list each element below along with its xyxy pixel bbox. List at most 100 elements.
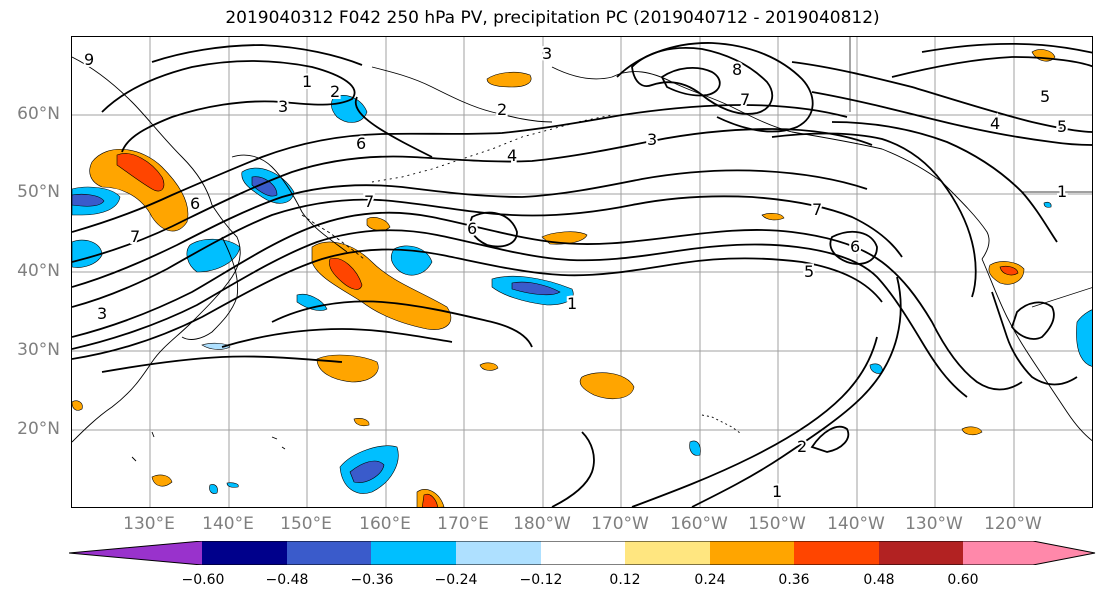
pv-contour-16 bbox=[831, 121, 1058, 243]
contour-label-8a: 8 bbox=[732, 60, 742, 79]
contour-label-5a: 5 bbox=[1057, 117, 1067, 136]
pv-contour-28 bbox=[101, 355, 343, 373]
lat-label-30n: 30°N bbox=[17, 340, 60, 360]
contour-label-7a: 7 bbox=[364, 192, 374, 211]
lon-label-170e: 170°E bbox=[437, 514, 489, 534]
precip-blob-north bbox=[486, 71, 532, 88]
colorbar-extend-high bbox=[1033, 541, 1095, 565]
contour-label-6c: 6 bbox=[467, 219, 477, 238]
map-title: 2019040312 F042 250 hPa PV, precipitatio… bbox=[225, 8, 880, 28]
pv-contour-14 bbox=[811, 91, 1092, 146]
map-canvas: 1 2 3 3 3 3 4 4 5 5 5 6 6 6 6 7 7 7 7 8 … bbox=[72, 37, 1092, 507]
contour-label-6d: 6 bbox=[850, 237, 860, 256]
pv-contour-13 bbox=[791, 61, 1092, 133]
precip-neg-small-4 bbox=[209, 484, 218, 494]
border-us-mexico bbox=[1031, 287, 1092, 308]
precip-core-east bbox=[999, 265, 1019, 276]
precip-core-jetcore bbox=[329, 258, 363, 290]
colorbar-bin-4 bbox=[456, 541, 541, 565]
contour-label-5b: 5 bbox=[1040, 87, 1050, 106]
contour-label-1c: 1 bbox=[772, 482, 782, 501]
colorbar-tick-label-4: −0.24 bbox=[434, 572, 478, 588]
precip-core-south-a bbox=[421, 494, 438, 507]
contour-label-4b: 4 bbox=[990, 114, 1000, 133]
lon-label-160e: 160°E bbox=[359, 514, 411, 534]
contour-label-1a: 1 bbox=[302, 72, 312, 91]
pv-contour-26 bbox=[271, 300, 533, 348]
contour-label-2c: 2 bbox=[797, 437, 807, 456]
lon-label-120w: 120°W bbox=[984, 514, 1042, 534]
lat-label-50n: 50°N bbox=[17, 182, 60, 202]
colorbar-extend-low bbox=[69, 541, 202, 565]
coast-japan bbox=[181, 236, 239, 340]
precip-neg-japan bbox=[186, 238, 241, 273]
coast-asia bbox=[72, 56, 241, 443]
contour-label-2b: 2 bbox=[497, 100, 507, 119]
colorbar-bin-2 bbox=[287, 541, 371, 565]
pv-contour-3 bbox=[72, 248, 883, 360]
pv-contour-9 bbox=[151, 44, 363, 66]
precip-blob-subtropic-a bbox=[316, 354, 379, 383]
pv-contour-11 bbox=[616, 42, 814, 133]
pv-contour-30 bbox=[354, 96, 433, 158]
coastlines bbox=[72, 37, 1092, 462]
colorbar-tick-label-7: 0.24 bbox=[694, 572, 726, 588]
precip-blob-small-2 bbox=[761, 213, 785, 221]
contour-label-7c: 7 bbox=[130, 227, 140, 246]
contour-label-2a: 2 bbox=[330, 82, 340, 101]
lat-label-60n: 60°N bbox=[17, 104, 60, 124]
precip-blob-subtropic-b bbox=[579, 372, 635, 400]
lon-label-150e: 150°E bbox=[280, 514, 332, 534]
precip-positive bbox=[72, 49, 1056, 507]
precip-blob-small-4 bbox=[353, 418, 370, 427]
precip-neg-small-5 bbox=[226, 482, 239, 488]
precip-blob-small-3 bbox=[151, 474, 173, 487]
colorbar-tick-label-8: 0.36 bbox=[778, 572, 810, 588]
colorbar-bin-8 bbox=[794, 541, 879, 565]
precip-core-kamchatka-west bbox=[116, 153, 165, 192]
colorbar-bin-5 bbox=[541, 541, 625, 565]
pv-contour-15 bbox=[771, 132, 977, 298]
lon-label-170w: 170°W bbox=[591, 514, 649, 534]
precip-blob-central bbox=[541, 231, 588, 245]
contour-label-9a: 9 bbox=[84, 50, 94, 69]
precip-neg-core-south-1 bbox=[349, 460, 385, 483]
precip-blob-small-6 bbox=[961, 426, 983, 436]
precip-negative bbox=[72, 95, 1092, 494]
coast-hawaii bbox=[701, 414, 741, 434]
precip-neg-mid-1 bbox=[391, 245, 433, 276]
precip-neg-east-coast bbox=[1076, 309, 1092, 367]
colorbar-tick-label-1: −0.60 bbox=[181, 572, 225, 588]
colorbar-bin-6 bbox=[625, 541, 710, 565]
pv-contour-10 bbox=[631, 47, 774, 115]
lon-label-140e: 140°E bbox=[202, 514, 254, 534]
coast-north-america-west bbox=[981, 258, 1092, 442]
pv-contour-29 bbox=[551, 431, 595, 507]
colorbar-tick-label-6: 0.12 bbox=[609, 572, 641, 588]
pv-contour-22 bbox=[631, 336, 878, 507]
pv-contour-5 bbox=[72, 169, 868, 288]
contour-label-1d: 1 bbox=[1057, 182, 1067, 201]
pv-contour-23 bbox=[810, 425, 850, 453]
coast-aleutians bbox=[371, 114, 613, 183]
lon-label-180w: 180°W bbox=[513, 514, 571, 534]
precip-blob-kamchatka-west bbox=[89, 149, 189, 232]
precip-neg-small-3 bbox=[869, 363, 883, 374]
pv-contour-8 bbox=[101, 60, 356, 153]
pv-contours bbox=[72, 42, 1092, 507]
contour-label-1b: 1 bbox=[567, 294, 577, 313]
precip-blob-small-1 bbox=[479, 362, 499, 371]
pv-contour-18 bbox=[921, 42, 1092, 54]
colorbar-bin-1 bbox=[202, 541, 287, 565]
lat-label-20n: 20°N bbox=[17, 419, 60, 439]
colorbar-bin-10 bbox=[963, 541, 1033, 565]
lat-label-40n: 40°N bbox=[17, 261, 60, 281]
coast-kamchatka bbox=[231, 154, 348, 253]
pv-contour-12 bbox=[660, 66, 721, 97]
colorbar-bin-7 bbox=[710, 541, 794, 565]
contour-labels: 1 2 3 3 3 3 4 4 5 5 5 6 6 6 6 7 7 7 7 8 … bbox=[82, 42, 1069, 503]
contour-label-6b: 6 bbox=[190, 194, 200, 213]
precip-neg-core-jet bbox=[511, 281, 561, 296]
precip-neg-far-west-2 bbox=[72, 239, 103, 268]
precip-blob-small-7 bbox=[72, 400, 83, 411]
